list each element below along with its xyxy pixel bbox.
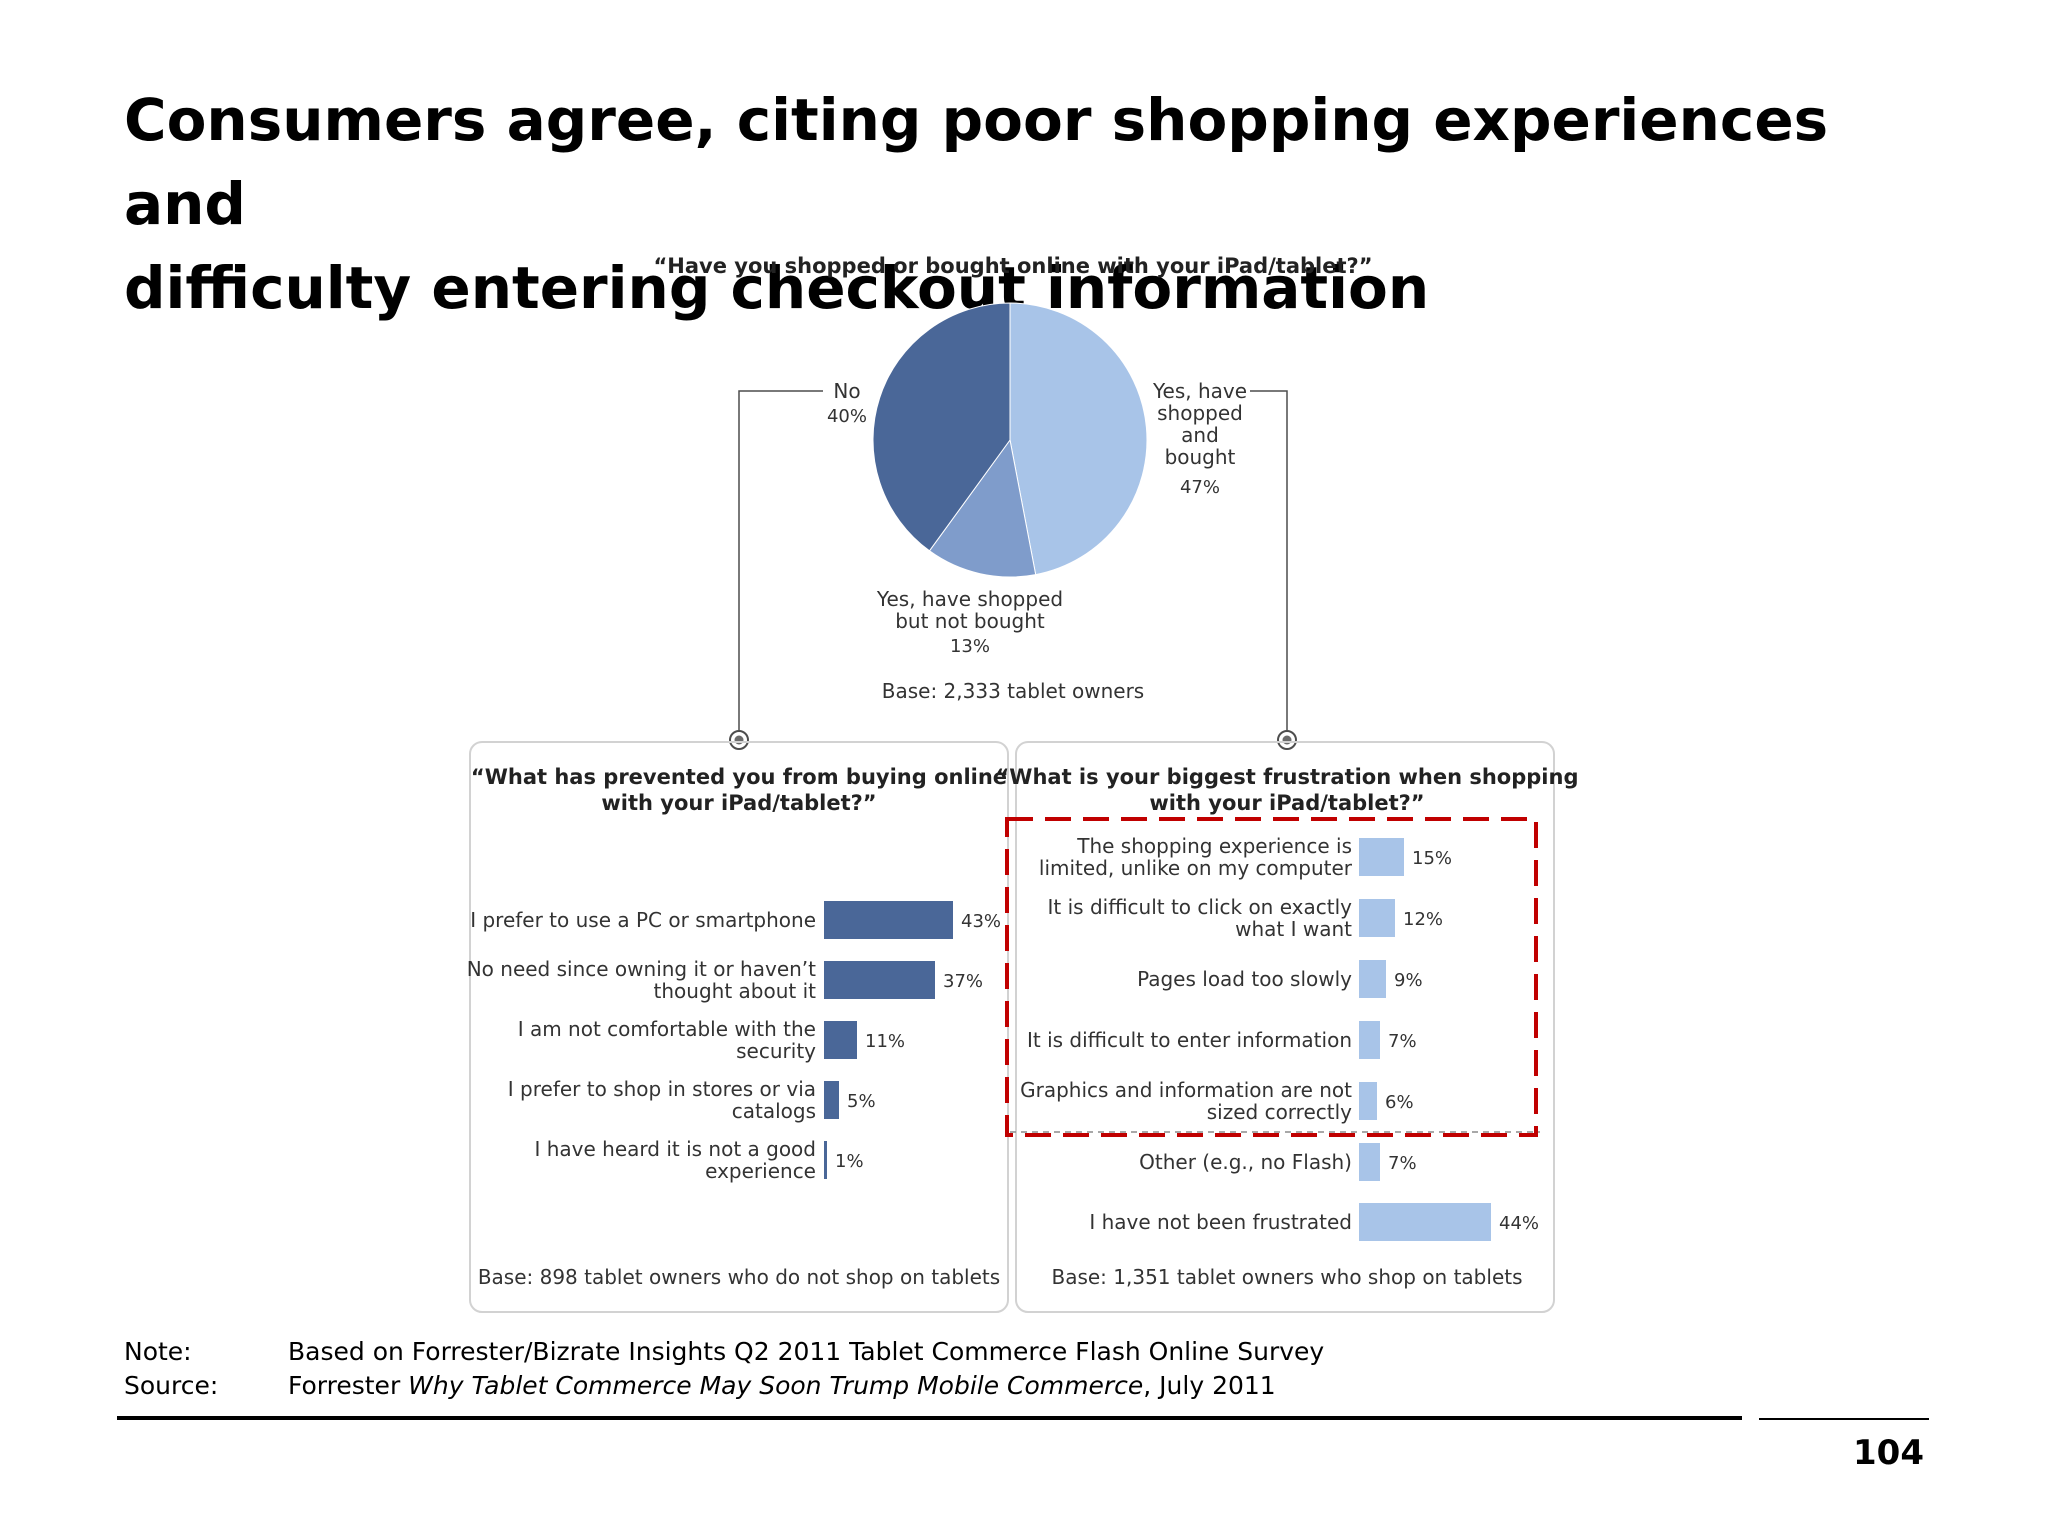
left-bar-value: 5% xyxy=(847,1091,876,1112)
pie-slice-value: 40% xyxy=(827,406,867,427)
right-bar xyxy=(1359,1203,1491,1241)
left-base-note: Base: 898 tablet owners who do not shop … xyxy=(478,1265,1000,1289)
left-bar-label-line: No need since owning it or haven’t xyxy=(467,957,816,981)
connector-node-dot xyxy=(734,735,744,745)
page-number: 104 xyxy=(1853,1433,1924,1473)
note-label: Note: xyxy=(124,1337,192,1366)
right-base-note: Base: 1,351 tablet owners who shop on ta… xyxy=(1051,1265,1522,1289)
right-bar-value: 7% xyxy=(1388,1031,1417,1052)
pie-slice-label: bought xyxy=(1165,445,1236,469)
connector-node-dot xyxy=(1282,735,1292,745)
right-bar xyxy=(1359,960,1386,998)
footer-rule xyxy=(117,1416,1742,1420)
page-number-rule xyxy=(1759,1418,1929,1420)
footnotes: Note: Based on Forrester/Bizrate Insight… xyxy=(124,1335,1824,1403)
right-chart-title: “What is your biggest frustration when s… xyxy=(996,765,1579,789)
left-chart-title: “What has prevented you from buying onli… xyxy=(471,765,1007,789)
pie-title: “Have you shopped or bought online with … xyxy=(653,254,1372,278)
slide-title: Consumers agree, citing poor shopping ex… xyxy=(124,78,1884,330)
pie-slice xyxy=(1009,302,1148,576)
right-bar xyxy=(1359,1082,1377,1120)
left-bar xyxy=(824,1081,839,1119)
pie-slice-label: No xyxy=(833,379,860,403)
left-bar-label-line: I prefer to use a PC or smartphone xyxy=(470,908,816,932)
source-row: Source: Forrester Why Tablet Commerce Ma… xyxy=(124,1369,1824,1403)
pie-slice-label: Yes, have shopped xyxy=(876,587,1063,611)
left-bar xyxy=(824,901,953,939)
connector-left xyxy=(738,390,823,737)
left-bar xyxy=(824,1141,827,1179)
left-bar-label-line: catalogs xyxy=(732,1099,816,1123)
left-bar-value: 43% xyxy=(961,911,1001,932)
source-prefix: Forrester xyxy=(288,1371,409,1400)
right-bar-value: 6% xyxy=(1385,1092,1414,1113)
right-bar-value: 7% xyxy=(1388,1153,1417,1174)
right-bar xyxy=(1359,1021,1380,1059)
right-bar-value: 44% xyxy=(1499,1213,1539,1234)
source-label: Source: xyxy=(124,1371,219,1400)
pie-slice-label: and xyxy=(1181,423,1219,447)
left-bar-label-line: I am not comfortable with the xyxy=(518,1017,816,1041)
left-bar xyxy=(824,961,935,999)
note-row: Note: Based on Forrester/Bizrate Insight… xyxy=(124,1335,1824,1369)
pie-slice-label: but not bought xyxy=(895,609,1045,633)
slide-title-line-1: Consumers agree, citing poor shopping ex… xyxy=(124,86,1829,238)
right-bar-value: 9% xyxy=(1394,970,1423,991)
pie-base-note: Base: 2,333 tablet owners xyxy=(882,679,1144,703)
source-suffix: , July 2011 xyxy=(1143,1371,1276,1400)
right-bar-label-line: It is difficult to enter information xyxy=(1027,1028,1352,1052)
right-panel xyxy=(1015,741,1555,1313)
left-bar-label-line: I prefer to shop in stores or via xyxy=(508,1077,816,1101)
pie-slice-label: Yes, have xyxy=(1152,379,1247,403)
right-bar-label-line: Other (e.g., no Flash) xyxy=(1139,1150,1352,1174)
right-bar xyxy=(1359,838,1404,876)
right-bar-label-line: Graphics and information are not xyxy=(1020,1078,1352,1102)
left-bar-label-line: thought about it xyxy=(654,979,817,1003)
pie-slice-value: 13% xyxy=(950,636,990,657)
source-text: Forrester Why Tablet Commerce May Soon T… xyxy=(288,1369,1276,1403)
highlight-box xyxy=(1005,817,1538,1137)
pie-slice-value: 47% xyxy=(1180,477,1220,498)
right-bar-label-line: sized correctly xyxy=(1207,1100,1352,1124)
left-bar-label-line: security xyxy=(736,1039,816,1063)
pie-slice xyxy=(928,438,1037,578)
pie-slice xyxy=(872,302,1011,552)
connector-right xyxy=(1250,390,1288,737)
left-bar-value: 1% xyxy=(835,1151,864,1172)
right-bar xyxy=(1359,1143,1380,1181)
right-bar-label-line: I have not been frustrated xyxy=(1089,1210,1352,1234)
right-bar-label-line: limited, unlike on my computer xyxy=(1039,856,1353,880)
right-bar-label-line: It is difficult to click on exactly xyxy=(1048,895,1353,919)
left-bar xyxy=(824,1021,857,1059)
right-bar-value: 15% xyxy=(1412,848,1452,869)
right-bar-label-line: what I want xyxy=(1235,917,1352,941)
right-bar-label-line: Pages load too slowly xyxy=(1137,967,1352,991)
right-bar-label-line: The shopping experience is xyxy=(1076,834,1352,858)
left-bar-value: 37% xyxy=(943,971,983,992)
note-text: Based on Forrester/Bizrate Insights Q2 2… xyxy=(288,1337,1325,1366)
source-report-title: Why Tablet Commerce May Soon Trump Mobil… xyxy=(408,1371,1144,1400)
right-bar xyxy=(1359,899,1395,937)
left-bar-value: 11% xyxy=(865,1031,905,1052)
left-chart-title: with your iPad/tablet?” xyxy=(601,791,876,815)
left-bar-label-line: experience xyxy=(705,1159,816,1183)
left-bar-label-line: I have heard it is not a good xyxy=(534,1137,816,1161)
right-bar-value: 12% xyxy=(1403,909,1443,930)
slide-title-line-2: difficulty entering checkout information xyxy=(124,254,1430,322)
pie-slice-label: shopped xyxy=(1157,401,1243,425)
right-chart-title: with your iPad/tablet?” xyxy=(1149,791,1424,815)
